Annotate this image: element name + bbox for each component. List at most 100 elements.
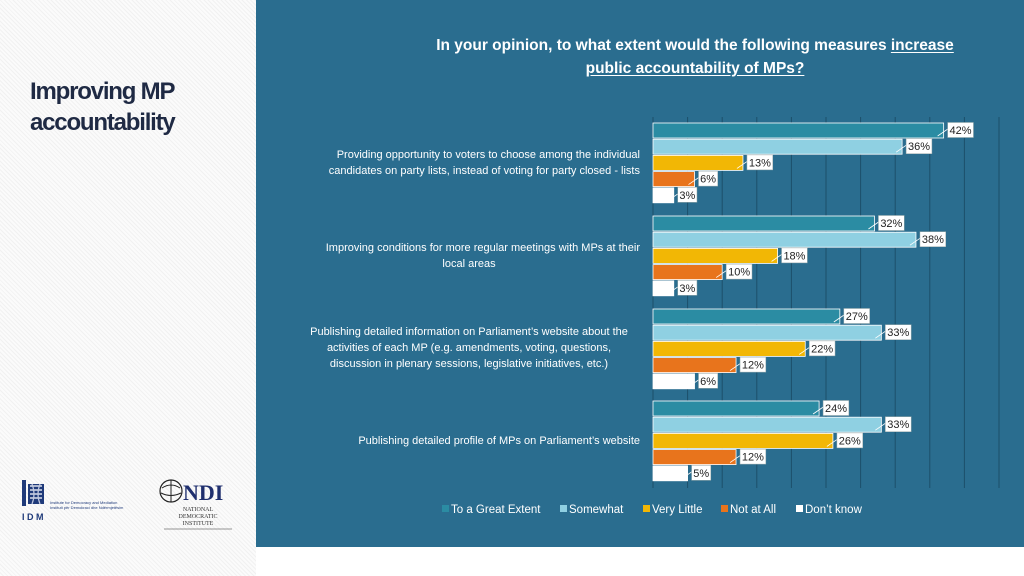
data-label: 42% <box>950 125 972 137</box>
bar-great <box>652 400 820 417</box>
page-title-line-2: accountability <box>30 109 176 136</box>
legend-label: Not at All <box>730 504 776 516</box>
category-label: Publishing detailed profile of MPs on Pa… <box>358 435 640 447</box>
data-label: 22% <box>811 343 833 355</box>
bar-little <box>652 340 806 357</box>
data-label: 38% <box>922 234 944 246</box>
legend-label: To a Great Extent <box>451 504 541 516</box>
idm-logo-line2: Instituti për Demokraci dhe Ndërmjetësim <box>50 505 124 510</box>
idm-logo-letters: I D M <box>22 512 44 522</box>
bar-dontknow <box>652 373 695 390</box>
bar-somewhat <box>652 231 917 248</box>
category-label: Publishing detailed information on Parli… <box>310 326 628 338</box>
ndi-logo-line3: INSTITUTE <box>183 521 214 527</box>
data-label: 6% <box>700 376 716 388</box>
legend-swatch <box>643 505 650 512</box>
bar-notatall <box>652 264 723 281</box>
bar-great <box>652 308 841 325</box>
data-label: 3% <box>679 283 695 295</box>
data-label-box <box>836 432 863 449</box>
chart-title-line-1: In your opinion, to what extent would th… <box>256 34 1024 57</box>
data-label: 36% <box>908 141 930 153</box>
ndi-logo: NDI NATIONAL DEMOCRATIC INSTITUTE <box>156 476 240 537</box>
data-label: 5% <box>693 468 709 480</box>
chart-panel <box>256 0 1024 547</box>
chart-title: In your opinion, to what extent would th… <box>256 34 1024 80</box>
data-label: 12% <box>742 360 764 372</box>
data-label-box <box>781 247 808 264</box>
legend-swatch <box>796 505 803 512</box>
bar-dontknow <box>652 187 675 204</box>
data-label-box <box>919 231 947 247</box>
left-panel <box>0 0 256 576</box>
data-label-box <box>947 122 974 138</box>
category-label: discussion in plenary sessions, legislat… <box>330 358 608 370</box>
data-label-box <box>698 170 718 187</box>
legend-swatch <box>560 505 567 512</box>
bar-little <box>652 247 778 264</box>
data-label: 13% <box>749 157 771 169</box>
data-label-box <box>885 324 912 340</box>
bar-notatall <box>652 171 695 188</box>
idm-logo: I D M Institute for Democracy and Mediat… <box>20 478 130 529</box>
ndi-logo-line2: DEMOCRATIC <box>178 514 217 520</box>
bar-somewhat <box>652 138 903 155</box>
bar-dontknow <box>652 280 675 297</box>
chart-title-prefix: In your opinion, to what extent would th… <box>436 37 891 54</box>
bar-great <box>652 215 875 232</box>
data-label-box <box>808 340 836 357</box>
bottom-strip <box>280 547 1024 576</box>
data-label: 26% <box>839 435 861 447</box>
data-label-box <box>739 448 767 465</box>
bar-notatall <box>652 357 737 374</box>
data-label: 24% <box>825 403 847 415</box>
bar-dontknow <box>652 465 688 482</box>
data-label-box <box>746 154 774 171</box>
bar-notatall <box>652 449 737 466</box>
data-label: 33% <box>887 327 909 339</box>
bar-little <box>652 432 834 449</box>
category-label: Providing opportunity to voters to choos… <box>337 149 640 161</box>
data-label-box <box>677 280 698 296</box>
data-label-box <box>905 138 933 154</box>
ndi-logo-line1: NATIONAL <box>183 507 214 513</box>
page-title: Improving MP accountability <box>30 76 250 138</box>
data-label: 33% <box>887 419 909 431</box>
data-label: 32% <box>880 218 902 230</box>
category-label: Improving conditions for more regular me… <box>326 242 641 254</box>
data-label-box <box>878 215 905 231</box>
bar-somewhat <box>652 416 882 433</box>
data-label-box <box>739 356 767 373</box>
data-label-box <box>885 416 912 432</box>
legend-label: Very Little <box>652 504 703 516</box>
data-label: 18% <box>783 250 805 262</box>
data-label: 10% <box>728 267 750 279</box>
data-label-box <box>691 465 712 481</box>
data-label-box <box>822 400 850 416</box>
chart-title-underlined-2: public accountability of MPs? <box>585 60 805 77</box>
category-label: activities of each MP (e.g. amendments, … <box>327 342 611 354</box>
chart-title-line-2: public accountability of MPs? <box>256 57 1024 80</box>
legend-label: Somewhat <box>569 504 624 516</box>
data-label: 3% <box>679 190 695 202</box>
category-label: candidates on party lists, instead of vo… <box>329 165 641 177</box>
ndi-logo-mark: NDI <box>183 480 223 505</box>
data-label: 27% <box>846 311 868 323</box>
data-label-box <box>698 373 718 389</box>
data-label-box <box>725 263 753 280</box>
legend-label: Don’t know <box>805 504 863 516</box>
legend-swatch <box>442 505 449 512</box>
category-label: local areas <box>442 258 496 270</box>
bar-little <box>652 154 744 171</box>
legend-swatch <box>721 505 728 512</box>
chart-title-underlined-1: increase <box>890 37 954 54</box>
idm-logo-line1: Institute for Democracy and Mediation <box>50 500 117 505</box>
bar-somewhat <box>652 324 882 341</box>
bar-great <box>652 122 945 139</box>
data-label-box <box>843 308 870 324</box>
data-label: 12% <box>742 452 764 464</box>
page-title-line-1: Improving MP <box>30 78 175 105</box>
data-label-box <box>677 187 698 203</box>
data-label: 6% <box>700 174 716 186</box>
